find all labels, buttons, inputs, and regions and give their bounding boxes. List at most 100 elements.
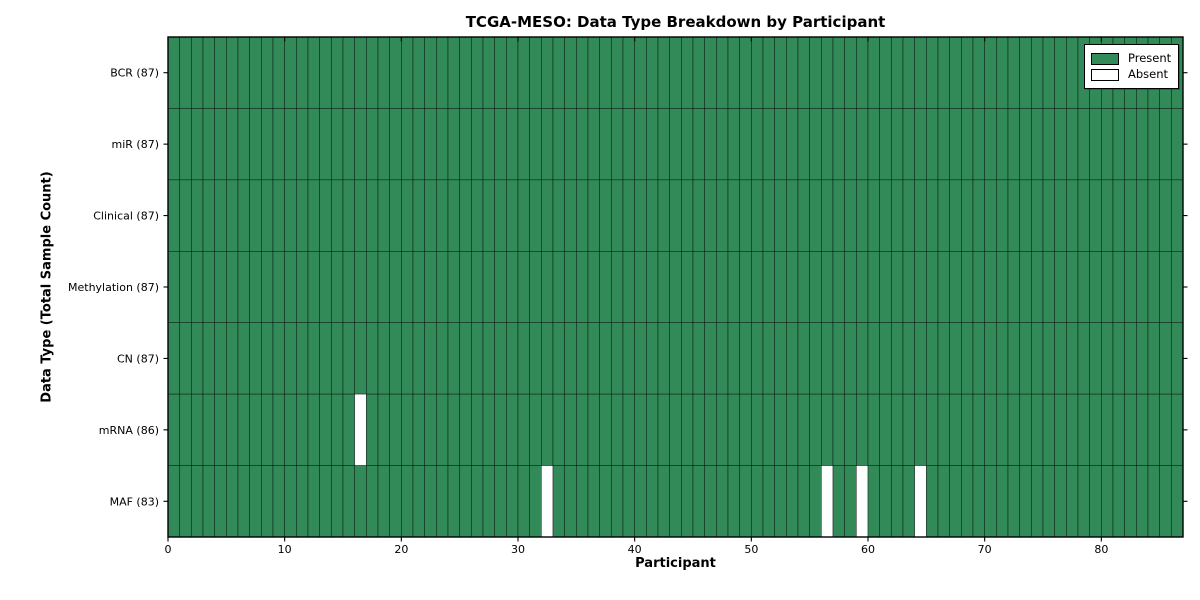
heatmap-cell — [961, 108, 974, 181]
heatmap-cell — [599, 108, 612, 181]
x-tick-label: 50 — [744, 543, 758, 556]
heatmap-cell — [1171, 179, 1184, 252]
heatmap-cell — [856, 322, 869, 395]
heatmap-cell — [471, 465, 484, 538]
heatmap-cell — [179, 251, 192, 323]
heatmap-cell — [436, 465, 449, 538]
heatmap-cell — [972, 251, 985, 323]
heatmap-cell — [786, 36, 799, 109]
heatmap-cell — [832, 393, 845, 466]
heatmap-cell — [1171, 108, 1184, 181]
heatmap-cell — [307, 465, 320, 538]
heatmap-cell — [1136, 393, 1149, 466]
heatmap-cell — [284, 179, 297, 252]
heatmap-cell — [261, 251, 274, 323]
heatmap-cell — [541, 465, 554, 538]
heatmap-cell — [1007, 393, 1020, 466]
heatmap-cell — [611, 465, 624, 538]
heatmap-cell — [751, 179, 764, 252]
heatmap-cell — [587, 179, 600, 252]
heatmap-cell — [517, 251, 530, 323]
heatmap-cell — [1089, 251, 1102, 323]
heatmap-cell — [1077, 465, 1090, 538]
heatmap-cell — [1171, 251, 1184, 323]
heatmap-cell — [319, 322, 332, 395]
heatmap-cell — [716, 465, 729, 538]
heatmap-cell — [821, 179, 834, 252]
heatmap-cell — [167, 251, 180, 323]
heatmap-cell — [984, 465, 997, 538]
heatmap-cell — [471, 393, 484, 466]
heatmap-cell — [237, 179, 250, 252]
heatmap-cell — [856, 251, 869, 323]
heatmap-cell — [1159, 251, 1172, 323]
heatmap-cell — [622, 36, 635, 109]
heatmap-cell — [739, 465, 752, 538]
heatmap-cell — [576, 36, 589, 109]
heatmap-cell — [634, 36, 647, 109]
heatmap-cell — [202, 108, 215, 181]
heatmap-cell — [1019, 322, 1032, 395]
heatmap-cell — [226, 322, 239, 395]
heatmap-cell — [949, 465, 962, 538]
heatmap-cell — [1031, 36, 1044, 109]
heatmap-cell — [704, 322, 717, 395]
heatmap-cell — [1019, 179, 1032, 252]
heatmap-cell — [1147, 179, 1160, 252]
heatmap-cell — [926, 322, 939, 395]
heatmap-cell — [949, 393, 962, 466]
heatmap-cell — [249, 179, 262, 252]
heatmap-cell — [576, 251, 589, 323]
heatmap-cell — [261, 108, 274, 181]
heatmap-cell — [902, 465, 915, 538]
heatmap-cell — [622, 465, 635, 538]
heatmap-cell — [774, 179, 787, 252]
heatmap-cell — [1112, 393, 1125, 466]
heatmap-cell — [272, 108, 285, 181]
heatmap-cell — [646, 251, 659, 323]
heatmap-cell — [844, 465, 857, 538]
heatmap-cell — [284, 36, 297, 109]
heatmap-cell — [727, 179, 740, 252]
heatmap-cell — [926, 251, 939, 323]
heatmap-cell — [284, 108, 297, 181]
heatmap-cell — [529, 322, 542, 395]
heatmap-cell — [179, 465, 192, 538]
heatmap-cell — [307, 179, 320, 252]
heatmap-cell — [436, 108, 449, 181]
heatmap-cell — [821, 108, 834, 181]
heatmap-cell — [891, 393, 904, 466]
heatmap-cell — [1171, 322, 1184, 395]
heatmap-cell — [307, 322, 320, 395]
heatmap-cell — [821, 465, 834, 538]
heatmap-cell — [996, 465, 1009, 538]
heatmap-cell — [447, 108, 460, 181]
heatmap-cell — [1101, 108, 1114, 181]
heatmap-cell — [867, 179, 880, 252]
legend-item-absent: Absent — [1091, 67, 1172, 82]
heatmap-cell — [202, 465, 215, 538]
heatmap-cell — [506, 179, 519, 252]
heatmap-cell — [867, 465, 880, 538]
x-tick-label: 60 — [861, 543, 875, 556]
heatmap-cell — [506, 251, 519, 323]
heatmap-cell — [237, 393, 250, 466]
legend-label-present: Present — [1128, 51, 1172, 65]
heatmap-cell — [1136, 108, 1149, 181]
heatmap-cell — [191, 322, 204, 395]
heatmap-cell — [354, 322, 367, 395]
heatmap-cell — [237, 108, 250, 181]
heatmap-cell — [587, 393, 600, 466]
heatmap-cell — [1147, 465, 1160, 538]
heatmap-cell — [809, 393, 822, 466]
heatmap-cell — [1066, 465, 1079, 538]
heatmap-cell — [856, 108, 869, 181]
heatmap-cell — [797, 108, 810, 181]
heatmap-cell — [191, 179, 204, 252]
heatmap-cell — [226, 36, 239, 109]
heatmap-cell — [774, 393, 787, 466]
heatmap-cell — [307, 251, 320, 323]
heatmap-cell — [284, 465, 297, 538]
heatmap-cell — [237, 251, 250, 323]
heatmap-cell — [739, 251, 752, 323]
